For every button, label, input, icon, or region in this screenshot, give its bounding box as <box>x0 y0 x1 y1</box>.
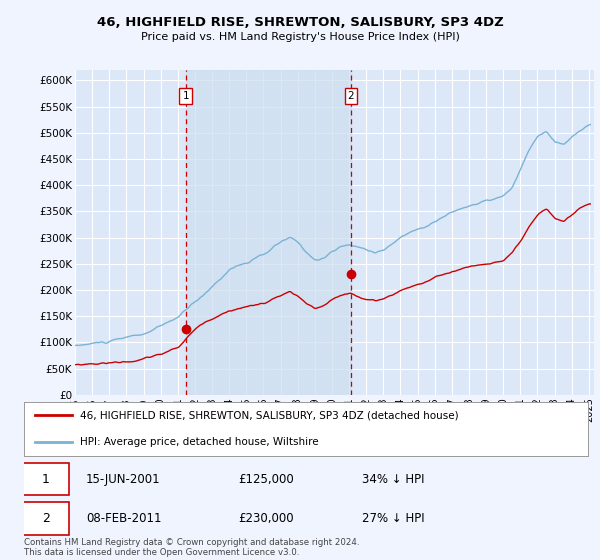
Text: 1: 1 <box>182 91 189 101</box>
Text: 2: 2 <box>347 91 354 101</box>
Text: 46, HIGHFIELD RISE, SHREWTON, SALISBURY, SP3 4DZ (detached house): 46, HIGHFIELD RISE, SHREWTON, SALISBURY,… <box>80 410 459 420</box>
Text: Contains HM Land Registry data © Crown copyright and database right 2024.
This d: Contains HM Land Registry data © Crown c… <box>24 538 359 557</box>
Text: 15-JUN-2001: 15-JUN-2001 <box>86 473 161 486</box>
Text: 46, HIGHFIELD RISE, SHREWTON, SALISBURY, SP3 4DZ: 46, HIGHFIELD RISE, SHREWTON, SALISBURY,… <box>97 16 503 29</box>
Text: 2: 2 <box>42 512 50 525</box>
Text: 1: 1 <box>42 473 50 486</box>
FancyBboxPatch shape <box>23 463 69 496</box>
Bar <box>185 70 351 395</box>
FancyBboxPatch shape <box>23 502 69 535</box>
Text: HPI: Average price, detached house, Wiltshire: HPI: Average price, detached house, Wilt… <box>80 437 319 447</box>
Text: £230,000: £230,000 <box>238 512 294 525</box>
Text: 27% ↓ HPI: 27% ↓ HPI <box>362 512 425 525</box>
Text: Price paid vs. HM Land Registry's House Price Index (HPI): Price paid vs. HM Land Registry's House … <box>140 32 460 43</box>
Text: 34% ↓ HPI: 34% ↓ HPI <box>362 473 425 486</box>
Text: £125,000: £125,000 <box>238 473 294 486</box>
Text: 08-FEB-2011: 08-FEB-2011 <box>86 512 161 525</box>
